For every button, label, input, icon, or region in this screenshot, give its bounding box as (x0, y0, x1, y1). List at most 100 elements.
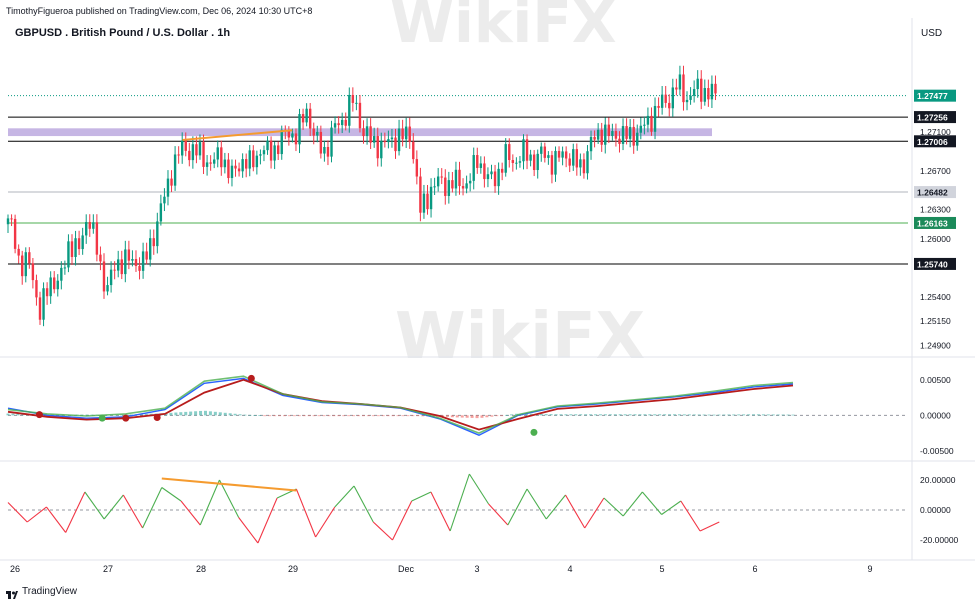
candle-body (444, 177, 447, 196)
macd-histogram-bar (638, 414, 642, 416)
candle-body (536, 153, 539, 171)
candle-body (529, 154, 532, 161)
candle-body (24, 252, 27, 277)
osc-trendline (161, 477, 297, 492)
candle-body (262, 150, 266, 155)
macd-histogram-bar (337, 415, 341, 417)
candle-body (106, 285, 109, 292)
osc-segment (142, 487, 163, 529)
macd-histogram-bar (515, 413, 519, 416)
macd-histogram-bar (85, 414, 89, 416)
macd-histogram-bar (278, 415, 282, 417)
candle-body (113, 269, 116, 271)
macd-histogram-bar (268, 415, 272, 417)
time-tick-7: 5 (659, 564, 664, 574)
candle-body (643, 124, 646, 126)
candle-body (668, 102, 671, 109)
macd-histogram-bar (189, 411, 193, 416)
osc-segment (411, 491, 432, 502)
candle-body (376, 136, 379, 159)
macd-histogram-bar (554, 414, 558, 416)
candle-body (412, 141, 415, 160)
candle-body (572, 149, 575, 166)
candle-body (639, 125, 643, 133)
candle-body (316, 131, 319, 136)
macd-histogram-bar (569, 414, 573, 416)
candle-body (333, 123, 337, 128)
candle-body (109, 269, 113, 286)
macd-histogram-bar (510, 414, 514, 416)
macd-histogram-bar (144, 413, 148, 416)
price-pane (6, 65, 908, 327)
macd-histogram-bar (411, 415, 415, 417)
candle-body (362, 128, 365, 137)
macd-histogram-bar (361, 415, 365, 417)
candle-body (6, 218, 10, 225)
candle-body (582, 159, 586, 174)
osc-segment (603, 497, 624, 517)
candle-body (508, 144, 511, 161)
time-tick-0: 26 (10, 564, 20, 574)
macd-histogram-bar (199, 410, 203, 416)
candle-body (124, 249, 127, 275)
candle-body (63, 267, 67, 269)
macd-histogram-bar (500, 415, 504, 417)
candle-body (682, 74, 685, 103)
cross-marker-3 (153, 413, 161, 421)
level-label-1: 1.27256 (917, 113, 948, 123)
candle-body (408, 126, 411, 142)
candle-body (422, 193, 426, 213)
osc-segment (103, 494, 124, 520)
macd-histogram-bar (312, 415, 316, 417)
candle-body (259, 154, 262, 156)
tradingview-logo-icon[interactable] (6, 587, 18, 599)
candle-body (10, 218, 13, 220)
candle-body (38, 297, 42, 320)
candle-body (653, 105, 657, 132)
candle-body (419, 176, 422, 213)
macd-histogram-bar (707, 414, 711, 416)
candle-body (657, 105, 660, 108)
macd-histogram-bar (297, 415, 301, 417)
time-tick-5: 3 (474, 564, 479, 574)
candle-body (479, 163, 483, 168)
macd-histogram-bar (564, 414, 568, 416)
macd-histogram-bar (673, 414, 677, 416)
macd-histogram-bar (480, 415, 484, 418)
candle-body (344, 119, 347, 126)
candle-body (604, 124, 607, 145)
osc-segment (468, 473, 490, 505)
macd-histogram-bar (712, 414, 716, 416)
candle-body (266, 140, 269, 151)
macd-histogram-bar (608, 414, 612, 416)
candle-body (618, 138, 621, 144)
candle-body (451, 180, 454, 189)
axes: 1.27477 1.27256 1.27006 1.26482 1.26163 1.257… (0, 18, 975, 574)
symbol-title[interactable]: GBPUSD . British Pound / U.S. Dollar . 1… (15, 27, 231, 39)
candle-body (237, 168, 241, 172)
candle-body (636, 132, 639, 146)
candle-body (74, 238, 77, 257)
macd-histogram-bar (742, 414, 746, 416)
macd-histogram-bar (406, 415, 410, 417)
level-label-2: 1.27006 (917, 137, 948, 147)
candle-body (244, 159, 248, 169)
macd-pane (6, 374, 908, 436)
candle-body (685, 99, 689, 103)
time-tick-3: 29 (288, 564, 298, 574)
macd-histogram-bar (332, 415, 336, 417)
candles (6, 65, 717, 327)
tradingview-logo-text[interactable]: TradingView (22, 586, 78, 597)
macd-histogram-bar (505, 414, 509, 416)
osc-tick-2: -20.00000 (920, 535, 959, 545)
osc-segment (46, 506, 67, 533)
candle-body (707, 88, 710, 100)
candle-body (461, 186, 465, 189)
candle-body (504, 144, 507, 173)
candle-body (17, 248, 20, 256)
macd-histogram-bar (791, 414, 795, 416)
macd-histogram-bar (549, 414, 553, 416)
macd-histogram-bar (485, 415, 489, 418)
macd-histogram-bar (697, 414, 701, 416)
